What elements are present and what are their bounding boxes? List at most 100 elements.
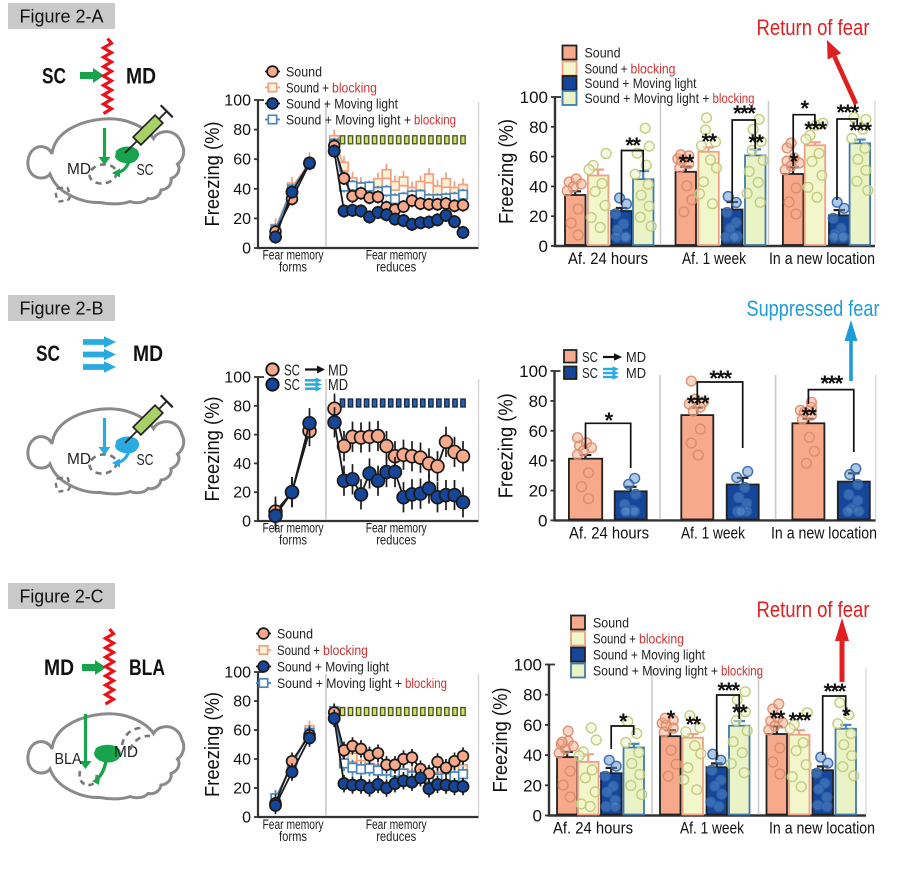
svg-text:MD: MD	[126, 64, 156, 89]
svg-text:Sound: Sound	[585, 46, 621, 61]
svg-text:***: ***	[789, 708, 812, 733]
svg-text:MD: MD	[328, 377, 348, 394]
svg-text:Fear memory: Fear memory	[366, 248, 427, 263]
svg-text:80: 80	[233, 694, 251, 711]
svg-text:blocking: blocking	[405, 676, 447, 691]
svg-text:40: 40	[529, 452, 548, 471]
svg-text:*: *	[790, 149, 799, 174]
svg-text:20: 20	[233, 781, 251, 798]
svg-text:*: *	[800, 96, 809, 121]
svg-text:20: 20	[523, 776, 542, 795]
svg-text:SC: SC	[137, 162, 154, 179]
svg-text:Af. 24 hours: Af. 24 hours	[569, 523, 649, 542]
svg-text:*: *	[619, 709, 628, 734]
svg-text:SC: SC	[582, 365, 598, 382]
svg-text:Suppressed fear: Suppressed fear	[747, 296, 880, 321]
svg-text:Sound + Moving light: Sound + Moving light	[286, 97, 398, 112]
svg-text:**: **	[748, 130, 764, 155]
svg-text:***: ***	[849, 118, 872, 143]
svg-text:Return of fear: Return of fear	[757, 597, 870, 622]
svg-text:SC: SC	[284, 363, 300, 380]
svg-text:Freezing (%): Freezing (%)	[495, 119, 518, 224]
svg-text:100: 100	[224, 665, 251, 682]
svg-text:Sound +: Sound +	[277, 643, 320, 658]
svg-text:60: 60	[523, 716, 542, 735]
svg-text:SC: SC	[137, 452, 154, 469]
svg-text:40: 40	[233, 456, 251, 473]
svg-text:100: 100	[519, 362, 547, 381]
svg-text:blocking: blocking	[323, 643, 368, 658]
svg-text:Fear memory: Fear memory	[366, 521, 427, 536]
svg-text:Return of fear: Return of fear	[757, 15, 870, 40]
svg-text:Sound + Moving light +: Sound + Moving light +	[593, 664, 718, 679]
svg-text:Freezing (%): Freezing (%)	[201, 122, 224, 227]
svg-text:MD: MD	[626, 365, 646, 382]
svg-text:Sound +: Sound +	[286, 81, 329, 96]
svg-text:forms: forms	[279, 829, 307, 844]
svg-text:**: **	[770, 706, 786, 731]
svg-text:reduces: reduces	[376, 533, 416, 548]
svg-text:blocking: blocking	[332, 81, 377, 96]
svg-text:80: 80	[523, 686, 542, 705]
svg-text:Sound + Moving light: Sound + Moving light	[585, 76, 697, 91]
svg-text:Sound +: Sound +	[585, 62, 628, 77]
svg-text:SC: SC	[42, 64, 66, 89]
svg-text:40: 40	[233, 181, 251, 198]
svg-text:Sound: Sound	[277, 627, 313, 642]
svg-text:MD: MD	[133, 341, 163, 366]
svg-text:Sound: Sound	[286, 65, 322, 80]
svg-text:Figure 2-A: Figure 2-A	[20, 7, 104, 27]
svg-text:Sound + Moving light +: Sound + Moving light +	[585, 91, 710, 106]
svg-text:Af. 1 week: Af. 1 week	[682, 249, 746, 268]
svg-text:**: **	[625, 133, 641, 158]
svg-text:Af. 1 week: Af. 1 week	[680, 819, 744, 838]
svg-text:100: 100	[514, 656, 542, 675]
svg-text:SC: SC	[582, 349, 598, 366]
svg-text:blocking: blocking	[713, 91, 755, 106]
svg-text:Freezing (%): Freezing (%)	[201, 397, 224, 502]
svg-text:MD: MD	[328, 363, 348, 380]
svg-text:Sound: Sound	[593, 616, 629, 631]
svg-text:SC: SC	[36, 341, 60, 366]
svg-text:80: 80	[529, 118, 548, 137]
svg-text:blocking: blocking	[414, 113, 456, 128]
svg-text:***: ***	[824, 679, 847, 704]
svg-text:Af. 24 hours: Af. 24 hours	[553, 819, 633, 838]
svg-text:***: ***	[717, 678, 740, 703]
svg-text:60: 60	[233, 427, 251, 444]
svg-text:40: 40	[529, 177, 548, 196]
svg-text:0: 0	[242, 241, 251, 258]
svg-text:0: 0	[538, 511, 547, 530]
svg-text:***: ***	[837, 100, 860, 125]
svg-text:**: **	[732, 700, 748, 725]
svg-text:0: 0	[539, 237, 548, 256]
svg-text:40: 40	[233, 752, 251, 769]
svg-text:Figure 2-C: Figure 2-C	[20, 587, 104, 607]
svg-text:0: 0	[242, 514, 251, 531]
svg-text:Fear memory: Fear memory	[366, 817, 427, 832]
svg-text:***: ***	[687, 391, 710, 416]
svg-text:In a new location: In a new location	[771, 523, 877, 542]
svg-text:In a new location: In a new location	[769, 249, 875, 268]
svg-text:100: 100	[520, 88, 548, 107]
svg-text:Fear memory: Fear memory	[263, 248, 324, 263]
svg-text:**: **	[679, 150, 695, 175]
svg-text:blocking: blocking	[631, 62, 676, 77]
svg-text:60: 60	[529, 422, 548, 441]
svg-text:20: 20	[233, 485, 251, 502]
svg-text:MD: MD	[67, 451, 91, 468]
svg-text:80: 80	[233, 122, 251, 139]
svg-text:***: ***	[821, 371, 844, 396]
svg-text:forms: forms	[279, 260, 307, 275]
svg-text:Af. 24 hours: Af. 24 hours	[568, 249, 648, 268]
svg-text:Fear memory: Fear memory	[263, 817, 324, 832]
svg-text:Sound + Moving light: Sound + Moving light	[593, 648, 705, 663]
svg-text:*: *	[842, 703, 851, 728]
svg-text:forms: forms	[279, 533, 307, 548]
svg-text:80: 80	[529, 392, 548, 411]
svg-text:Freezing (%): Freezing (%)	[201, 692, 224, 797]
svg-text:0: 0	[533, 807, 542, 826]
svg-text:reduces: reduces	[376, 829, 416, 844]
svg-text:***: ***	[804, 117, 827, 142]
svg-text:Af. 1 week: Af. 1 week	[681, 523, 745, 542]
